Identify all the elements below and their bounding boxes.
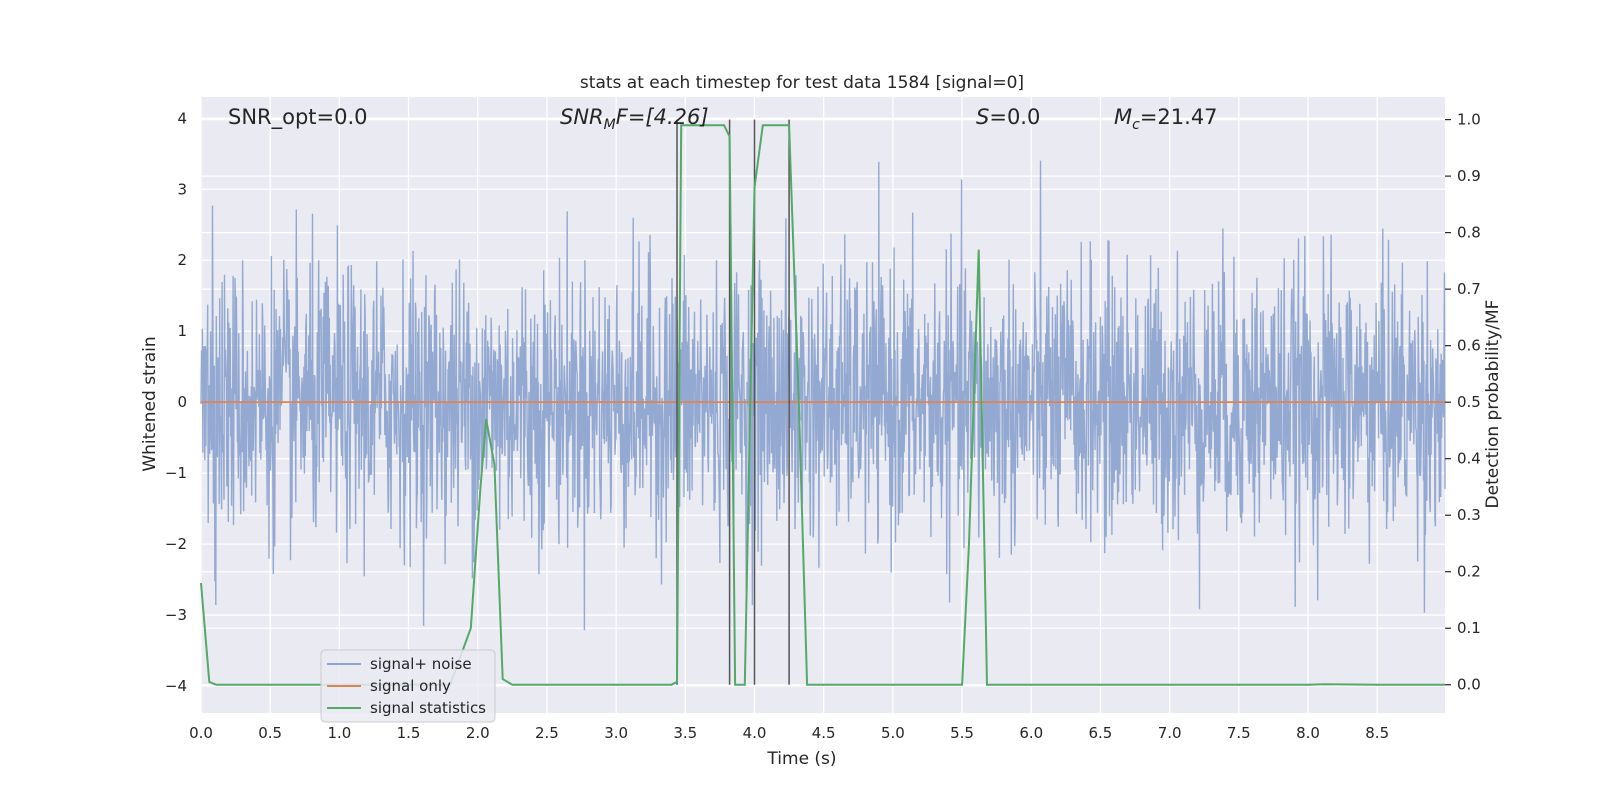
- x-tick-label-8: 4.0: [743, 724, 767, 742]
- y-axis-left-ticks: 4 3 2 1 0 −1 −2 −3 −4: [165, 109, 187, 695]
- x-tick-label-16: 8.0: [1296, 724, 1320, 742]
- y-left-tick-label-1: 3: [177, 180, 187, 198]
- x-tick-label-3: 1.5: [397, 724, 421, 742]
- y-right-tick-label-9: 0.1: [1457, 619, 1481, 637]
- y-right-tick-label-6: 0.4: [1457, 450, 1481, 468]
- series-signal-noise: [200, 160, 1446, 631]
- legend-label-signal-noise: signal+ noise: [370, 655, 472, 673]
- annotation-snr-mf-main: SNR: [560, 105, 604, 129]
- annotation-s-main: S: [976, 105, 989, 129]
- y-left-tick-label-6: −2: [165, 535, 187, 553]
- x-tick-label-5: 2.5: [535, 724, 559, 742]
- x-tick-label-13: 6.5: [1089, 724, 1113, 742]
- y-axis-right-label: Detection probability/MF: [1483, 300, 1503, 509]
- annotation-snr-mf: SNRMF=[4.26]: [560, 105, 709, 133]
- annotation-mc-main: M: [1114, 105, 1132, 129]
- x-tick-label-6: 3.0: [604, 724, 628, 742]
- x-tick-label-10: 5.0: [881, 724, 905, 742]
- y-right-tick-label-2: 0.8: [1457, 224, 1481, 242]
- annotation-mc-sub: c: [1132, 117, 1140, 133]
- annotation-snr-mf-sub: M: [604, 117, 616, 133]
- y-right-tick-label-8: 0.2: [1457, 563, 1481, 581]
- annotation-snr-opt: SNR_opt=0.0: [228, 105, 368, 130]
- y-axis-right-ticks: 1.0 0.9 0.8 0.7 0.6 0.5 0.4 0.3 0.2 0.1 0.0: [1445, 111, 1481, 694]
- y-left-tick-label-3: 1: [177, 322, 187, 340]
- annotation-snr-mf-rest: F=[4.26]: [616, 105, 709, 129]
- chart-title: stats at each timestep for test data 158…: [580, 73, 1024, 93]
- legend-box: [320, 649, 496, 723]
- x-tick-label-7: 3.5: [673, 724, 697, 742]
- signal-noise-trace: [200, 160, 1446, 631]
- annotation-mc-rest: =21.47: [1140, 105, 1218, 129]
- y-right-tick-label-4: 0.6: [1457, 337, 1481, 355]
- legend: signal+ noise signal only signal statist…: [320, 649, 496, 723]
- y-right-tick-label-7: 0.3: [1457, 506, 1481, 524]
- y-axis-left-label: Whitened strain: [140, 336, 160, 471]
- y-right-tick-label-3: 0.7: [1457, 280, 1481, 298]
- x-tick-label-4: 2.0: [466, 724, 490, 742]
- legend-label-signal-statistics: signal statistics: [370, 699, 486, 717]
- x-tick-label-1: 0.5: [258, 724, 282, 742]
- y-right-tick-label-10: 0.0: [1457, 676, 1481, 694]
- legend-label-signal-only: signal only: [370, 677, 451, 695]
- y-right-tick-label-1: 0.9: [1457, 167, 1481, 185]
- x-tick-label-0: 0.0: [189, 724, 213, 742]
- annotation-mc: Mc=21.47: [1114, 105, 1218, 133]
- x-tick-label-15: 7.5: [1227, 724, 1251, 742]
- x-tick-label-17: 8.5: [1365, 724, 1389, 742]
- x-axis-label: Time (s): [766, 749, 836, 769]
- x-tick-label-9: 4.5: [812, 724, 836, 742]
- annotation-s-rest: =0.0: [989, 105, 1040, 129]
- x-tick-label-11: 5.5: [950, 724, 974, 742]
- y-right-tick-label-5: 0.5: [1457, 393, 1481, 411]
- x-tick-label-12: 6.0: [1019, 724, 1043, 742]
- y-left-tick-label-8: −4: [165, 677, 187, 695]
- y-right-tick-label-0: 1.0: [1457, 111, 1481, 129]
- y-left-tick-label-7: −3: [165, 606, 187, 624]
- x-tick-label-2: 1.0: [327, 724, 351, 742]
- annotation-s: S=0.0: [976, 105, 1040, 129]
- y-left-tick-label-0: 4: [177, 109, 187, 127]
- x-tick-label-14: 7.0: [1158, 724, 1182, 742]
- x-axis-ticks: 0.0 0.5 1.0 1.5 2.0 2.5 3.0 3.5 4.0 4.5 5.0 5.5 6.0 6…: [189, 724, 1389, 742]
- y-left-tick-label-2: 2: [177, 251, 187, 269]
- y-left-tick-label-5: −1: [165, 464, 187, 482]
- y-left-tick-label-4: 0: [177, 393, 187, 411]
